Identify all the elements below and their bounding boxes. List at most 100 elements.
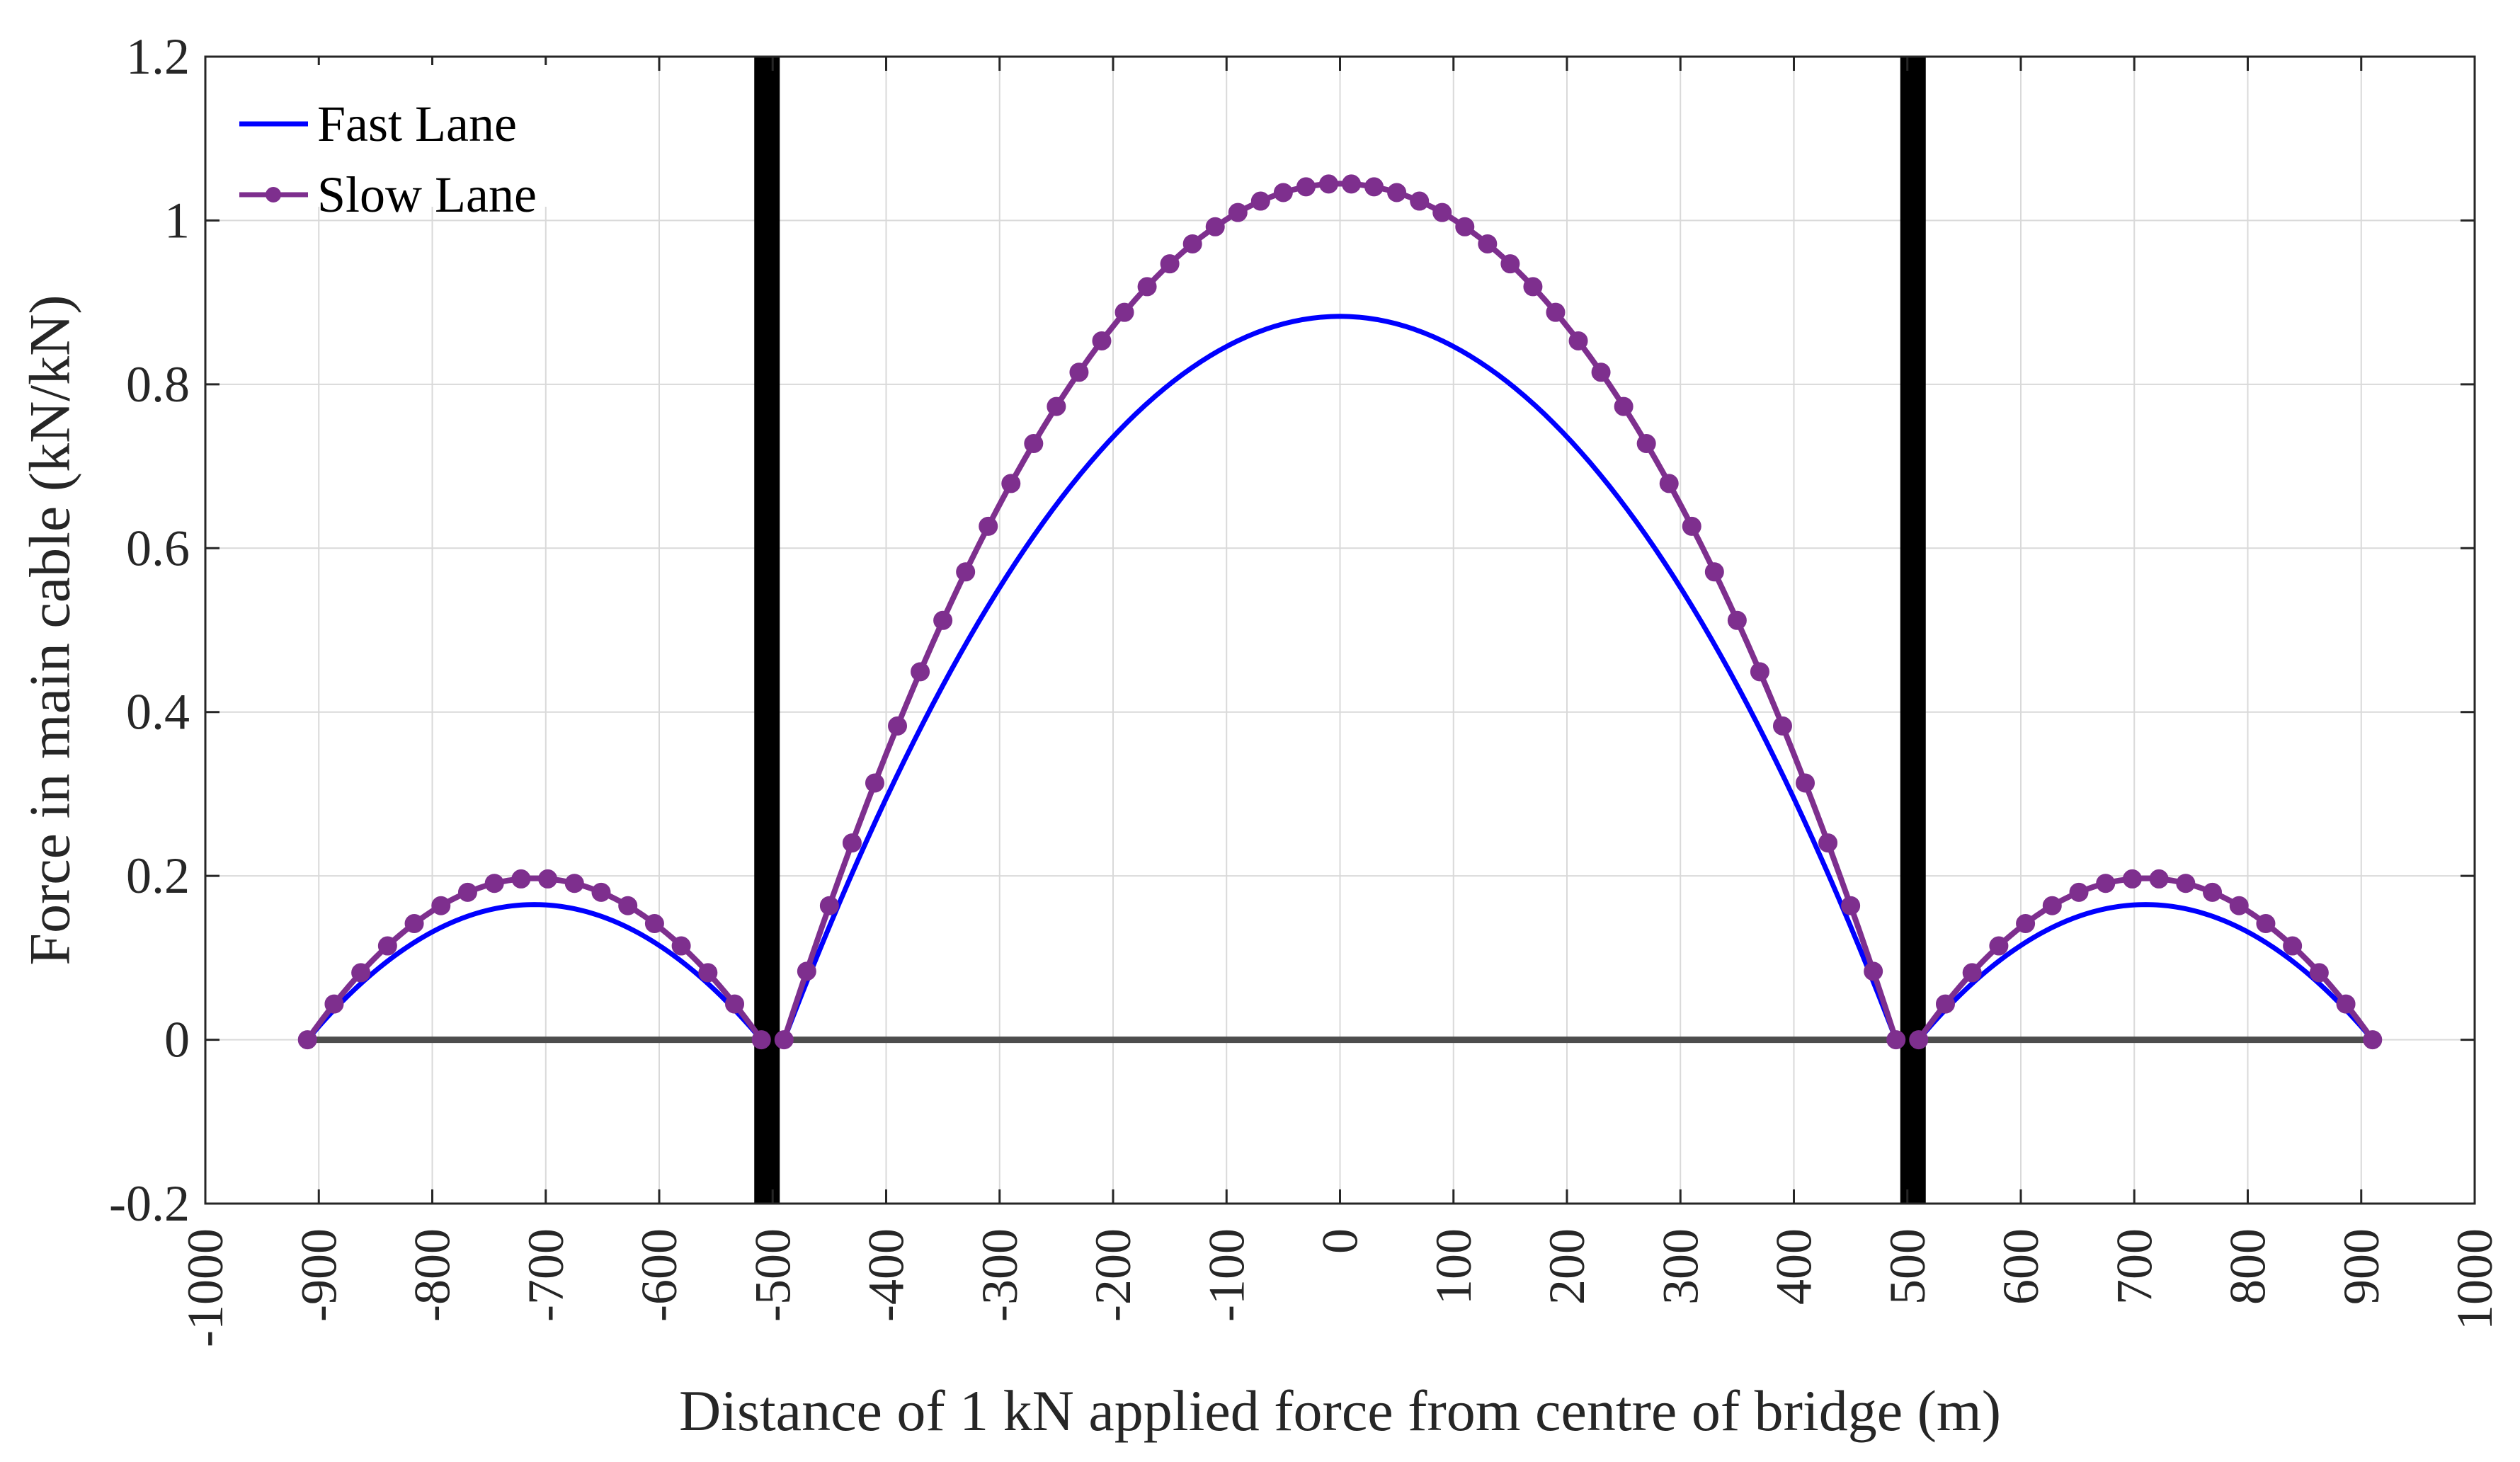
- data-point: [1137, 277, 1157, 297]
- data-point: [1455, 217, 1475, 236]
- data-point: [297, 1030, 317, 1050]
- data-point: [1772, 716, 1792, 736]
- x-tick-label: -800: [404, 1228, 461, 1322]
- x-tick-label: 100: [1425, 1228, 1482, 1305]
- data-point: [1750, 662, 1769, 682]
- data-point: [865, 773, 884, 793]
- data-point: [2229, 896, 2249, 915]
- x-tick-label: 700: [2106, 1228, 2162, 1305]
- data-point: [1818, 833, 1838, 853]
- data-point: [538, 869, 558, 889]
- data-point: [457, 882, 477, 902]
- data-point: [979, 516, 998, 536]
- data-point: [819, 896, 839, 915]
- series-line-segment: [305, 902, 763, 1041]
- data-point: [1047, 396, 1066, 416]
- data-point: [725, 994, 745, 1014]
- data-point: [1318, 174, 1338, 194]
- data-point: [774, 1030, 794, 1050]
- data-point: [2203, 882, 2223, 902]
- data-point: [797, 961, 816, 981]
- x-tick-label: 800: [2220, 1228, 2276, 1305]
- y-axis-title: Force in main cable (kN/kN): [18, 295, 82, 965]
- x-tick-label: 600: [1992, 1228, 2049, 1305]
- data-point: [1591, 362, 1611, 382]
- y-tick-labels: -0.2 0 0.2 0.4 0.6 0.8 1 1.2: [109, 28, 190, 1232]
- data-point: [1546, 302, 1566, 322]
- data-point: [2283, 936, 2303, 956]
- data-point: [933, 610, 953, 630]
- x-tick-label: -500: [744, 1228, 801, 1322]
- legend: Fast Lane Slow Lane: [214, 65, 582, 223]
- data-point: [1500, 254, 1520, 274]
- data-point: [1114, 302, 1134, 322]
- data-point: [1614, 396, 1634, 416]
- data-point: [2336, 994, 2356, 1014]
- data-point: [324, 994, 344, 1014]
- data-point: [1864, 961, 1883, 981]
- y-tick-label: 0.4: [126, 684, 190, 741]
- y-tick-label: -0.2: [109, 1175, 190, 1232]
- x-tick-label: -400: [858, 1228, 915, 1322]
- data-point: [1160, 254, 1180, 274]
- x-tick-label: -200: [1085, 1228, 1141, 1322]
- data-point: [2309, 963, 2329, 983]
- legend-label-slow-lane: Slow Lane: [317, 166, 537, 223]
- x-tick-label: -100: [1198, 1228, 1255, 1322]
- data-point: [1001, 474, 1021, 493]
- data-point: [1796, 773, 1815, 793]
- y-tick-label: 0.6: [126, 520, 190, 576]
- x-tick-label: -700: [518, 1228, 574, 1322]
- data-point: [591, 882, 611, 902]
- reference-lines: [307, 57, 2373, 1204]
- y-tick-label: 0.2: [126, 847, 190, 904]
- data-point: [1296, 177, 1316, 197]
- data-point: [618, 896, 638, 915]
- data-point: [1092, 331, 1112, 350]
- axis-ticks: [204, 55, 2476, 1205]
- x-tick-label: 300: [1652, 1228, 1709, 1305]
- data-point: [2149, 869, 2169, 889]
- data-point: [1886, 1030, 1906, 1050]
- data-point: [1727, 610, 1747, 630]
- data-point: [1364, 177, 1384, 197]
- data-point: [2256, 914, 2276, 934]
- data-point: [1024, 434, 1044, 454]
- x-axis-title: Distance of 1 kN applied force from cent…: [679, 1378, 2001, 1443]
- data-point: [1205, 217, 1225, 236]
- data-point: [511, 869, 531, 889]
- data-point: [888, 716, 908, 736]
- data-point: [377, 936, 397, 956]
- data-point: [1523, 277, 1543, 297]
- data-point: [1909, 1030, 1929, 1050]
- series-fast-lane: [305, 314, 2375, 1041]
- data-point: [1228, 202, 1248, 222]
- data-point: [1682, 516, 1701, 536]
- data-point: [2122, 869, 2142, 889]
- data-point: [1704, 562, 1724, 582]
- data-point: [1410, 191, 1430, 211]
- data-point: [1935, 994, 1955, 1014]
- data-point: [698, 963, 718, 983]
- y-tick-label: 0: [164, 1012, 190, 1068]
- x-tick-label: -300: [971, 1228, 1028, 1322]
- data-point: [956, 562, 976, 582]
- series-slow-lane: [297, 174, 2383, 1050]
- data-point: [911, 662, 930, 682]
- data-point: [431, 896, 451, 915]
- legend-box: [214, 65, 582, 207]
- data-point: [1250, 191, 1270, 211]
- data-point: [1841, 896, 1861, 915]
- legend-marker-slow-lane: [266, 187, 281, 202]
- data-point: [404, 914, 424, 934]
- data-point: [751, 1030, 771, 1050]
- x-tick-label: -1000: [177, 1228, 234, 1347]
- legend-label-fast-lane: Fast Lane: [317, 96, 517, 152]
- data-point: [1432, 202, 1452, 222]
- data-point: [484, 874, 504, 893]
- series-line-segment: [1917, 902, 2375, 1041]
- data-point: [1387, 183, 1407, 202]
- data-point: [842, 833, 862, 853]
- data-point: [2176, 874, 2196, 893]
